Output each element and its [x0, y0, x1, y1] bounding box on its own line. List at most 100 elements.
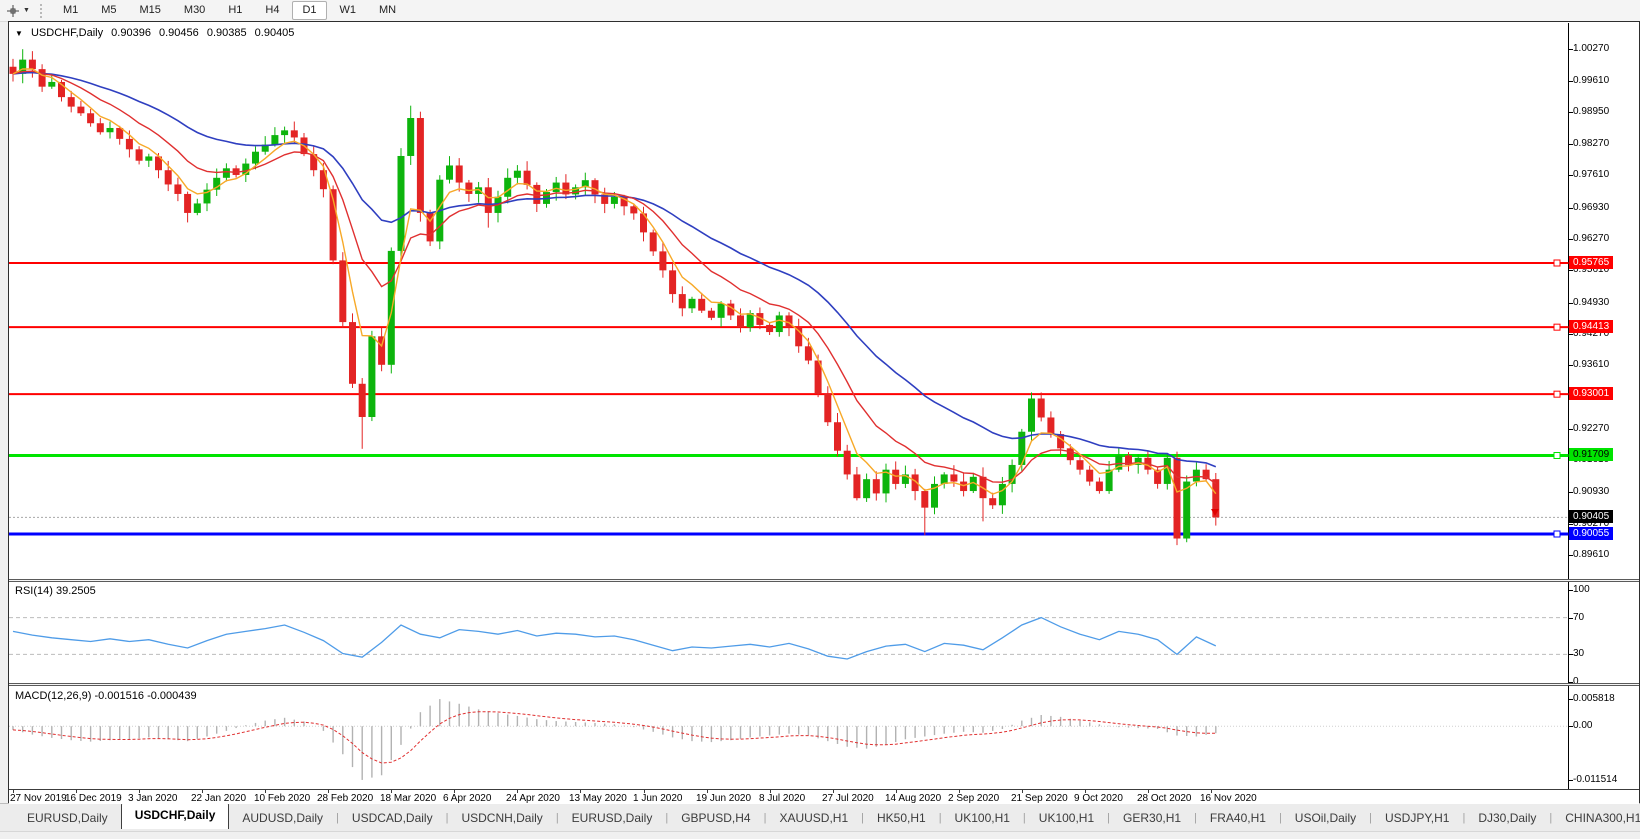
ohlc-low: 0.90385: [206, 27, 247, 39]
tick-mark: [1568, 590, 1573, 591]
date-tick-label: 3 Jan 2020: [128, 793, 178, 804]
tick-mark: [1568, 144, 1573, 145]
chart-tab-eurusd-daily[interactable]: EURUSD,Daily: [27, 810, 108, 825]
chart-tab-usdjpy-h1[interactable]: USDJPY,H1: [1385, 810, 1450, 825]
toolbar-grip[interactable]: [39, 3, 45, 18]
timeframe-button-d1[interactable]: D1: [292, 1, 327, 20]
price-tick-label: 0.94930: [1573, 296, 1610, 308]
tick-mark: [1568, 208, 1573, 209]
date-axis[interactable]: 27 Nov 2019 16 Dec 2019 3 Jan 2020 22 Jan 2…: [9, 789, 1639, 804]
price-tick-label: 0.95610: [1573, 264, 1610, 276]
crosshair-tool-button[interactable]: ▼: [2, 3, 34, 19]
tick-mark: [1568, 112, 1573, 113]
chart-tab-usoil-daily[interactable]: USOil,Daily: [1294, 810, 1357, 825]
panel-splitter-macd[interactable]: [9, 683, 1639, 686]
timeframe-button-m30[interactable]: M30: [183, 4, 206, 16]
price-tick-label: 0.98950: [1573, 105, 1610, 117]
date-tick-label: 16 Nov 2020: [1200, 793, 1257, 804]
date-tick-mark: [1148, 790, 1149, 793]
tick-mark: [1568, 270, 1573, 271]
timeframe-button-m15[interactable]: M15: [139, 4, 161, 16]
date-tick-mark: [265, 790, 266, 793]
chart-window: ▼ USDCHF,Daily 0.90396 0.90456 0.90385 0…: [8, 21, 1640, 805]
main-chart-canvas[interactable]: [9, 23, 1639, 579]
chart-tab-hk50-h1[interactable]: HK50,H1: [876, 810, 926, 825]
tab-separator: |: [445, 811, 449, 824]
date-tick-label: 18 Mar 2020: [380, 793, 437, 804]
chart-tab-ger30-h1[interactable]: GER30,H1: [1123, 810, 1182, 825]
timeframe-button-h4[interactable]: H4: [265, 4, 280, 16]
chart-tab-eurusd-daily[interactable]: EURUSD,Daily: [571, 810, 653, 825]
tab-separator: |: [938, 811, 942, 824]
rsi-label: RSI(14) 39.2505: [15, 585, 96, 597]
price-tick-label: 0.94270: [1573, 327, 1610, 339]
collapse-icon[interactable]: ▼: [15, 29, 23, 38]
level-price-badge: 0.91709: [1569, 448, 1614, 462]
tick-mark: [1568, 555, 1573, 556]
date-tick-label: 14 Aug 2020: [885, 793, 942, 804]
tick-mark: [1568, 81, 1573, 82]
rsi-chart-canvas[interactable]: [9, 582, 1639, 684]
tab-separator: |: [1194, 811, 1197, 824]
date-tick-mark: [1085, 790, 1086, 793]
tab-separator: |: [1107, 811, 1111, 824]
tick-mark: [1568, 303, 1573, 304]
date-tick-label: 19 Jun 2020: [696, 793, 752, 804]
date-tick-mark: [13, 790, 14, 793]
timeframe-button-w1[interactable]: W1: [339, 4, 357, 16]
chart-tab-bar: EURUSD,Daily USDCHF,Daily AUDUSD,Daily | USD…: [0, 802, 1640, 831]
tick-mark: [1568, 239, 1573, 240]
date-tick-mark: [202, 790, 203, 793]
tab-separator: |: [555, 811, 559, 824]
date-tick-mark: [76, 790, 77, 793]
date-tick-mark: [896, 790, 897, 793]
chart-tab-uk100-h1[interactable]: UK100,H1: [954, 810, 1010, 825]
chart-tab-usdchf-daily[interactable]: USDCHF,Daily: [120, 802, 230, 829]
timeframe-button-h1[interactable]: H1: [228, 4, 243, 16]
ohlc-open: 0.90396: [111, 27, 151, 39]
date-tick-label: 8 Jul 2020: [759, 793, 806, 804]
chart-tab-china300-h1[interactable]: CHINA300,H1: [1565, 810, 1640, 825]
date-tick-label: 28 Oct 2020: [1137, 793, 1192, 804]
chart-tab-fra40-h1[interactable]: FRA40,H1: [1209, 810, 1266, 825]
tab-separator: |: [861, 811, 864, 824]
date-tick-label: 27 Nov 2019: [10, 793, 67, 804]
chart-tab-xauusd-h1[interactable]: XAUUSD,H1: [779, 810, 849, 825]
level-price-badge: 0.93001: [1569, 387, 1614, 401]
window-bottom-edge: [0, 831, 1640, 839]
chart-tab-usdcnh-daily[interactable]: USDCNH,Daily: [461, 810, 543, 825]
tick-mark: [1568, 654, 1573, 655]
chart-tab-dj30-daily[interactable]: DJ30,Daily: [1478, 810, 1537, 825]
chart-symbol: USDCHF,Daily: [30, 27, 104, 39]
price-tick-label: 0.96930: [1573, 201, 1610, 213]
panel-splitter-rsi[interactable]: [9, 579, 1639, 582]
macd-chart-canvas[interactable]: [9, 686, 1639, 789]
chart-tab-uk100-h1[interactable]: UK100,H1: [1038, 810, 1095, 825]
tick-mark: [1568, 492, 1573, 493]
date-tick-label: 24 Apr 2020: [506, 793, 560, 804]
timeframe-button-mn[interactable]: MN: [379, 4, 397, 16]
date-tick-mark: [391, 790, 392, 793]
level-price-badge: 0.94413: [1569, 320, 1614, 334]
date-tick-label: 1 Jun 2020: [633, 793, 683, 804]
tick-mark: [1568, 429, 1573, 430]
timeframe-button-m5[interactable]: M5: [101, 4, 117, 16]
rsi-tick-label: 70: [1573, 611, 1585, 623]
dropdown-arrow-icon: ▼: [23, 7, 30, 14]
price-tick-label: 1.00270: [1573, 43, 1610, 55]
date-tick-label: 21 Sep 2020: [1011, 793, 1068, 804]
tick-mark: [1568, 699, 1573, 700]
tab-separator: |: [336, 811, 339, 824]
level-price-badge: 0.95765: [1569, 256, 1614, 269]
chart-tab-gbpusd-h4[interactable]: GBPUSD,H4: [681, 810, 751, 825]
rsi-tick-label: 0: [1573, 676, 1579, 687]
price-tick-label: 0.97610: [1573, 169, 1610, 181]
chart-tab-audusd-daily[interactable]: AUDUSD,Daily: [242, 810, 324, 825]
timeframe-button-m1[interactable]: M1: [62, 4, 79, 16]
macd-tick-label: -0.011514: [1573, 774, 1618, 785]
tick-mark: [1568, 780, 1573, 781]
date-tick-mark: [1022, 790, 1023, 793]
chart-tab-usdcad-daily[interactable]: USDCAD,Daily: [351, 810, 433, 825]
tab-separator: |: [1369, 811, 1372, 824]
tab-separator: |: [1549, 811, 1553, 824]
